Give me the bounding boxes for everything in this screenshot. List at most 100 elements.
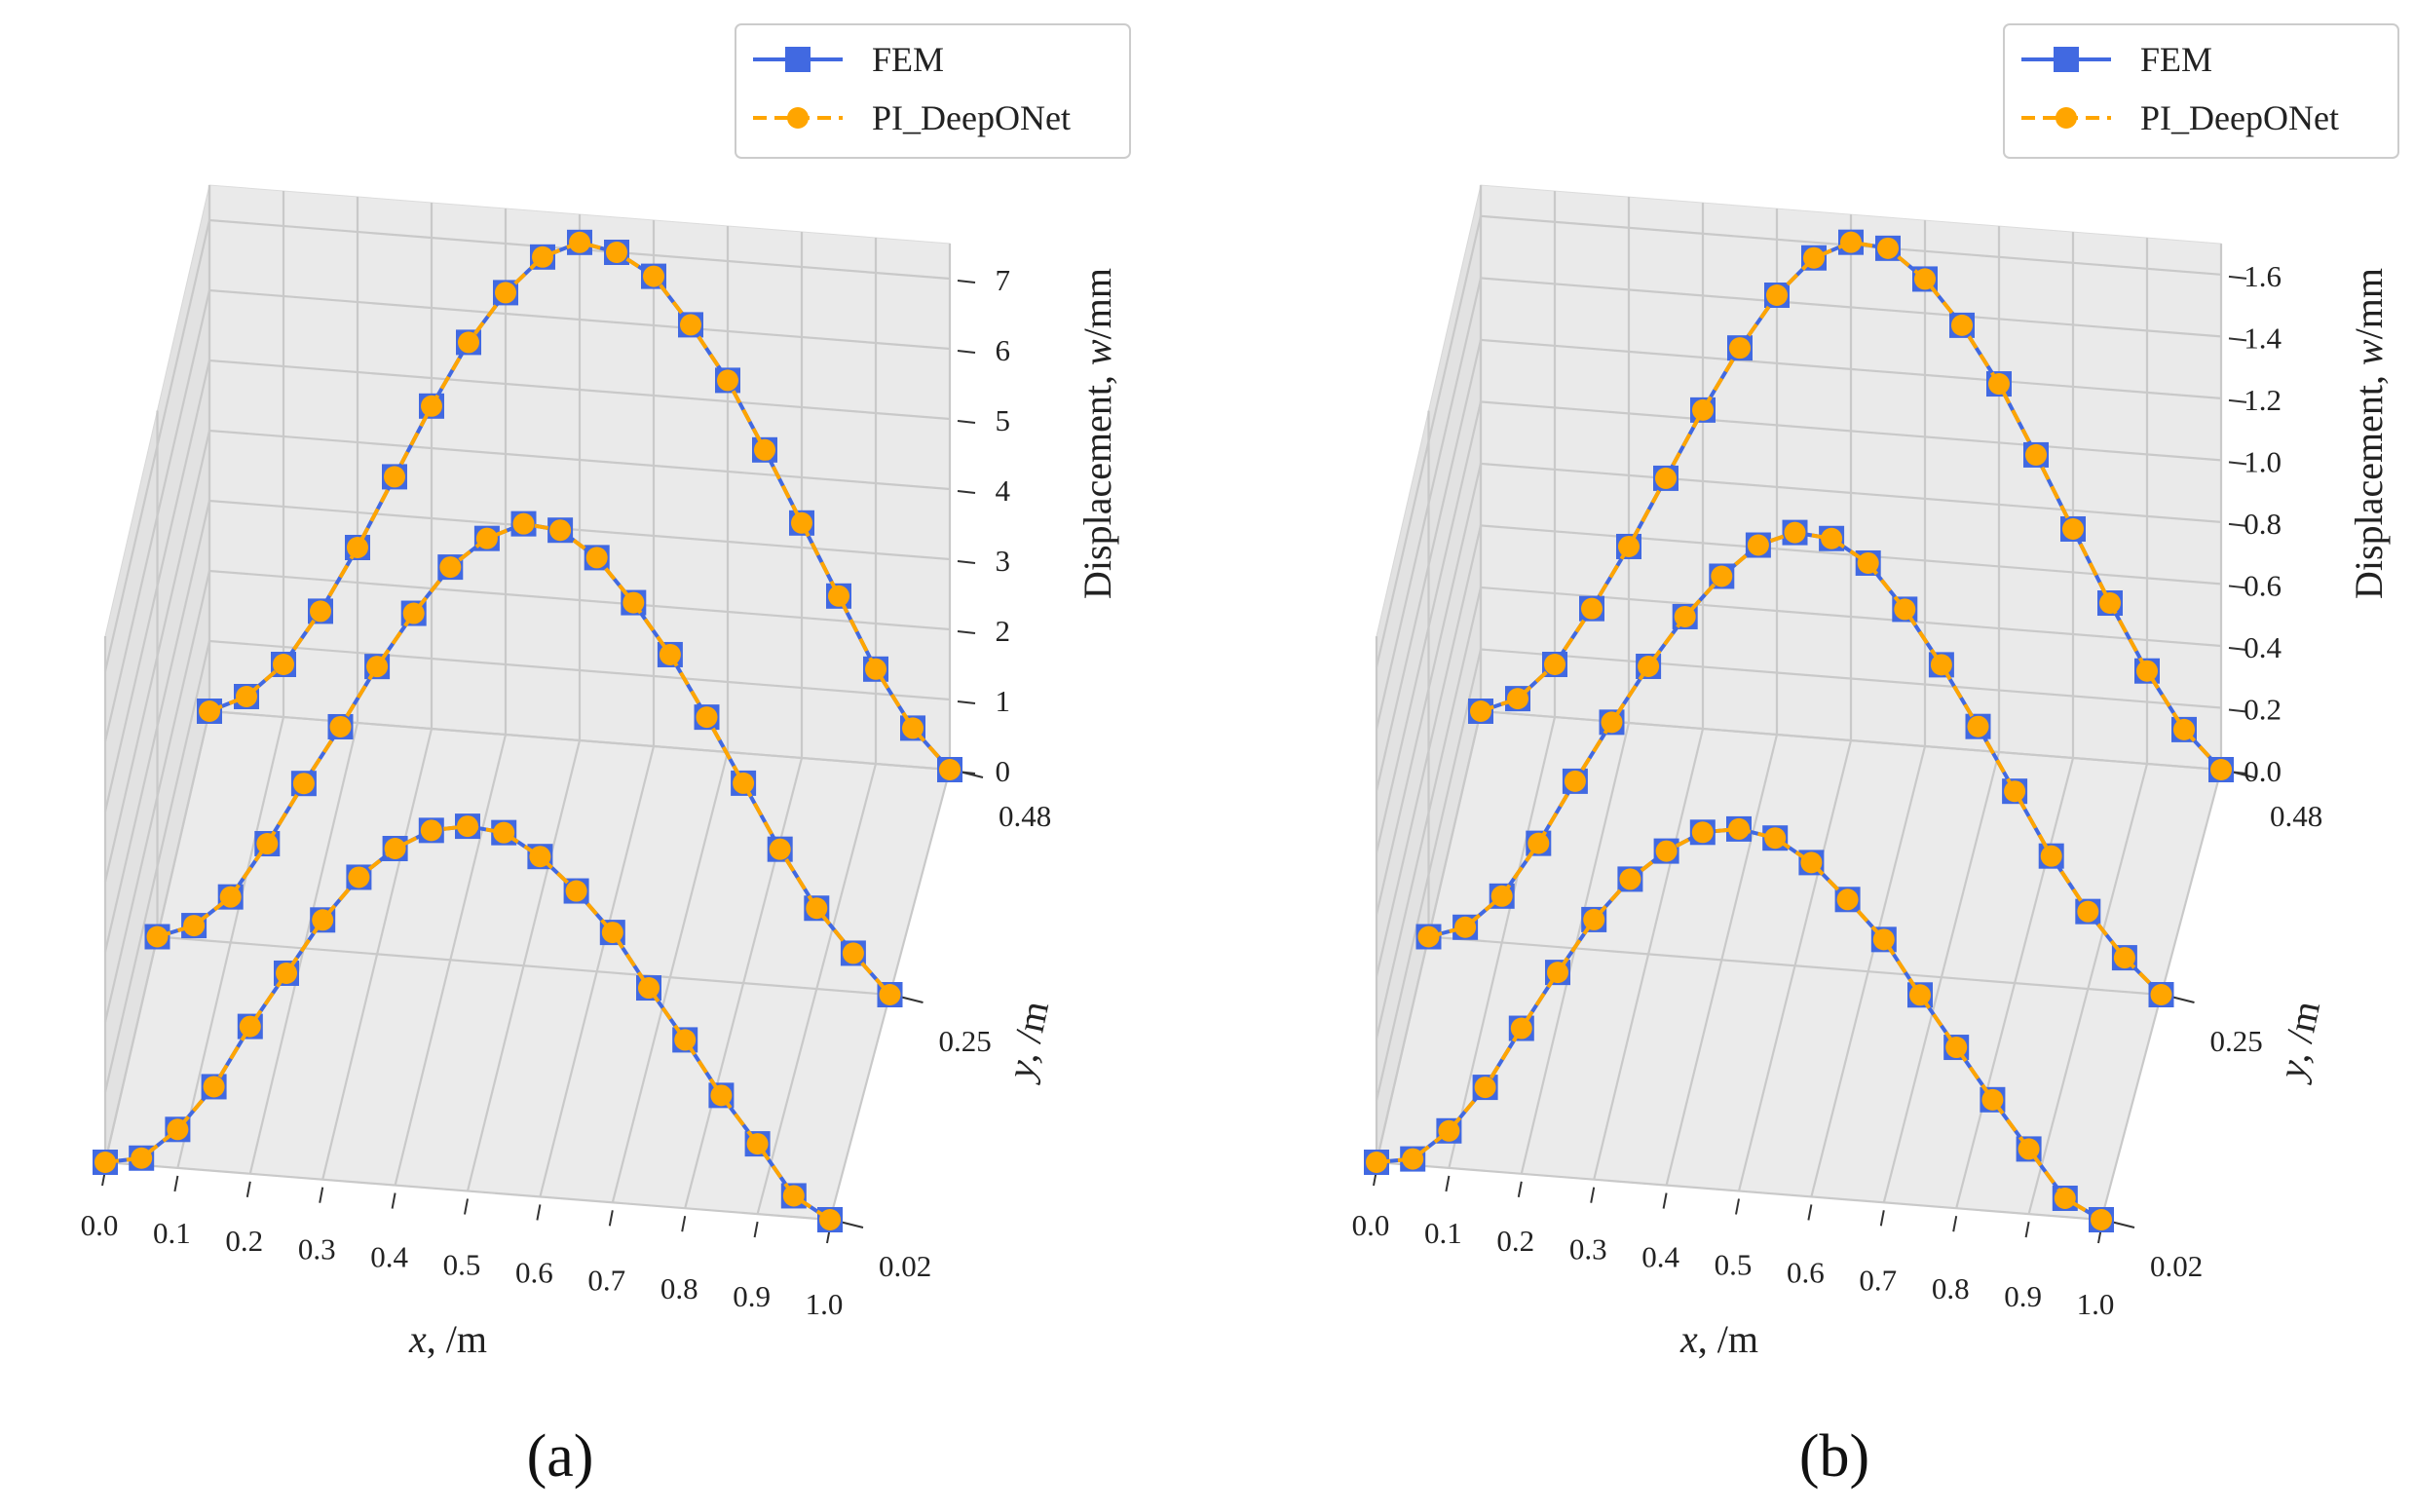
z-tick-label: 0.6 <box>2244 568 2282 602</box>
pi-deeponet-marker <box>1474 1077 1496 1099</box>
pi-deeponet-marker <box>710 1084 733 1107</box>
pi-deeponet-marker <box>782 1185 805 1207</box>
x-tick-label: 0.0 <box>1352 1208 1390 1242</box>
z-axis-label-text: Displacement, <box>1075 365 1119 599</box>
z-tick-mark <box>2228 646 2247 651</box>
z-gridline <box>1375 648 2222 1101</box>
x-tick-label: 0.2 <box>225 1224 263 1258</box>
x-tick-mark <box>245 1181 251 1197</box>
pi-deeponet-marker <box>439 556 462 579</box>
pi-deeponet-marker <box>146 926 169 948</box>
pi-deeponet-marker <box>493 821 515 844</box>
pi-deeponet-marker <box>746 1133 769 1155</box>
pi-deeponet-marker <box>1544 654 1565 676</box>
x-tick-label: 1.0 <box>2077 1287 2115 1321</box>
pi-deeponet-marker <box>674 1029 697 1051</box>
z-tick-label: 3 <box>996 544 1011 578</box>
z-gridline <box>103 499 951 953</box>
pi-deeponet-marker <box>717 369 738 392</box>
pi-deeponet-marker <box>902 717 924 739</box>
pi-deeponet-marker <box>276 962 297 984</box>
pi-deeponet-marker <box>2054 1187 2076 1209</box>
pi-deeponet-marker <box>680 314 701 336</box>
x-tick-mark <box>608 1210 614 1227</box>
legend-label: FEM <box>2140 40 2212 79</box>
z-axis-label-var: w <box>2347 339 2391 365</box>
y-tick-mark <box>899 996 924 1003</box>
chart-panel-a: 0.0 0.1 0.2 0.3 0.4 0.5 0.6 0.7 0.8 0.9 1.0 0.02 0.2… <box>81 23 1131 1490</box>
pi-deeponet-marker <box>1507 688 1528 710</box>
chart-panel-b: 0.0 0.1 0.2 0.3 0.4 0.5 0.6 0.7 0.8 0.9 1.0 0.02 0.2… <box>1352 23 2399 1490</box>
z-tick-label: 1.0 <box>2244 444 2282 478</box>
z-axis-label-unit: /mm <box>1075 268 1119 339</box>
pi-deeponet-marker <box>312 909 334 931</box>
z-tick-label: 0.2 <box>2244 692 2282 726</box>
pi-deeponet-marker <box>2210 759 2232 780</box>
x-tick-label: 0.0 <box>81 1208 119 1242</box>
z-tick-label: 0.0 <box>2244 754 2282 788</box>
x-tick-mark <box>1662 1192 1668 1209</box>
z-tick-label: 7 <box>996 263 1011 297</box>
legend-label: FEM <box>872 40 944 79</box>
pi-deeponet-marker <box>1438 1119 1460 1142</box>
x-tick-mark <box>319 1187 324 1203</box>
pi-deeponet-marker <box>2025 443 2047 466</box>
legend-label: PI_DeepONet <box>872 98 1071 137</box>
pi-deeponet-marker <box>569 231 590 253</box>
pi-deeponet-marker <box>2150 984 2172 1005</box>
x-tick-label: 0.4 <box>1641 1239 1679 1273</box>
pi-deeponet-marker <box>1877 237 1899 259</box>
pi-deeponet-marker <box>329 715 352 737</box>
z-tick-mark <box>2228 522 2247 527</box>
z-tick-label: 4 <box>996 473 1011 508</box>
pi-deeponet-marker <box>310 600 331 623</box>
pi-deeponet-marker <box>1766 284 1788 307</box>
y-gridline-floor <box>1376 1160 2102 1222</box>
y-gridline-floor <box>104 1160 831 1222</box>
pi-deeponet-marker <box>1988 373 2010 396</box>
z-tick-mark <box>957 350 976 354</box>
x-tick-label: 0.5 <box>1715 1248 1753 1282</box>
y-gridline-floor <box>1428 935 2162 997</box>
x-tick-label: 1.0 <box>806 1287 844 1321</box>
x-tick-label: 0.4 <box>370 1239 408 1273</box>
z-gridline <box>103 639 951 1093</box>
x-tick-mark <box>681 1216 687 1232</box>
y-axis-label: y, /m <box>2269 997 2328 1086</box>
x-tick-label: 0.1 <box>1424 1216 1462 1250</box>
z-gridline <box>103 218 951 672</box>
pi-deeponet-marker <box>1930 654 1952 676</box>
x-tick-label: 0.3 <box>1569 1231 1607 1266</box>
legend-pi-deeponet-marker <box>2056 107 2077 129</box>
x-tick-label: 0.2 <box>1496 1224 1534 1258</box>
x-tick-mark <box>753 1221 759 1238</box>
pi-deeponet-marker <box>1821 527 1843 549</box>
legend-pi-deeponet-marker <box>787 107 809 129</box>
x-axis-label-var: x <box>1679 1317 1698 1361</box>
x-tick-mark <box>1517 1181 1523 1197</box>
pi-deeponet-marker <box>2018 1138 2040 1160</box>
pi-deeponet-marker <box>402 602 425 624</box>
z-gridline <box>103 569 951 1023</box>
z-tick-mark <box>2228 708 2247 713</box>
series-a-1 <box>144 510 903 1007</box>
x-tick-label: 0.7 <box>1859 1264 1897 1298</box>
pi-deeponet-marker <box>819 1209 841 1230</box>
z-axis-label: Displacement, w/mm <box>1075 268 1119 599</box>
pi-deeponet-marker <box>2136 660 2158 682</box>
pi-deeponet-marker <box>1490 885 1513 907</box>
series-b-1 <box>1415 519 2174 1007</box>
pi-deeponet-marker <box>1510 1017 1532 1040</box>
pi-deeponet-marker <box>1564 770 1586 792</box>
y-tick-label: 0.48 <box>999 799 1051 833</box>
series-b-0 <box>1364 815 2114 1232</box>
z-tick-mark <box>2228 398 2247 403</box>
z-tick-mark <box>957 700 976 704</box>
pi-deeponet-marker <box>622 591 645 614</box>
pi-deeponet-marker <box>1945 1037 1968 1059</box>
x-tick-label: 0.7 <box>587 1264 625 1298</box>
legend-label: PI_DeepONet <box>2140 98 2339 137</box>
pi-deeponet-marker <box>643 265 664 287</box>
pi-deeponet-marker <box>292 773 315 795</box>
x-tick-mark <box>464 1198 469 1215</box>
